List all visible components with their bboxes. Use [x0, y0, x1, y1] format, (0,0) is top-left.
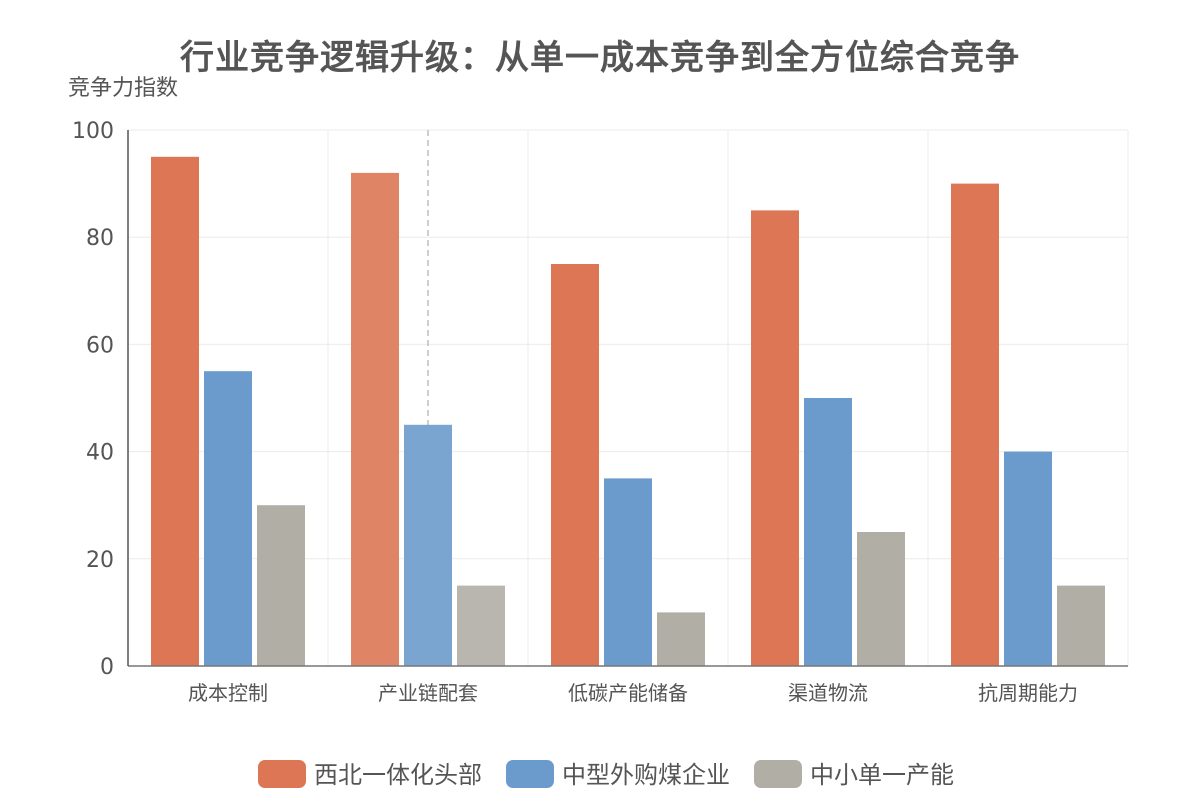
- legend-swatch: [506, 760, 554, 788]
- x-tick-label: 抗周期能力: [978, 681, 1078, 705]
- legend-item[interactable]: 中小单一产能: [754, 760, 954, 789]
- y-tick-label: 40: [86, 441, 114, 466]
- legend-label: 中型外购煤企业: [562, 761, 730, 789]
- x-tick-label: 渠道物流: [788, 681, 868, 705]
- bar-成本控制-中小单一产能[interactable]: [257, 505, 305, 666]
- bar-低碳产能储备-中小单一产能[interactable]: [657, 612, 705, 666]
- bar-渠道物流-中小单一产能[interactable]: [857, 532, 905, 666]
- bar-渠道物流-中型外购煤企业[interactable]: [804, 398, 852, 666]
- bar-抗周期能力-中型外购煤企业[interactable]: [1004, 451, 1052, 666]
- chart-title: 行业竞争逻辑升级：从单一成本竞争到全方位综合竞争: [180, 38, 1020, 78]
- y-tick-label: 20: [86, 548, 114, 573]
- legend-item[interactable]: 中型外购煤企业: [506, 760, 730, 789]
- bar-低碳产能储备-西北一体化头部[interactable]: [551, 264, 599, 666]
- axes: 0 20 40 60 80 100 成本控制 产业链配套 低碳产能储备 渠道物流 抗周期能力: [72, 119, 1128, 705]
- legend-swatch: [258, 760, 306, 788]
- x-tick-label: 产业链配套: [378, 681, 478, 705]
- y-tick-label: 100: [72, 119, 114, 144]
- legend-item[interactable]: 西北一体化头部: [258, 760, 482, 789]
- x-tick-label: 低碳产能储备: [568, 681, 688, 705]
- x-tick-label: 成本控制: [188, 681, 268, 705]
- legend: 西北一体化头部 中型外购煤企业 中小单一产能: [258, 760, 954, 789]
- y-tick-label: 60: [86, 333, 114, 358]
- bar-抗周期能力-中小单一产能[interactable]: [1057, 585, 1105, 666]
- bar-成本控制-西北一体化头部[interactable]: [151, 156, 199, 667]
- bar-低碳产能储备-中型外购煤企业[interactable]: [604, 478, 652, 666]
- legend-label: 中小单一产能: [810, 761, 954, 789]
- y-tick-label: 0: [100, 655, 114, 680]
- bar-成本控制-中型外购煤企业[interactable]: [204, 371, 252, 666]
- bar-产业链配套-西北一体化头部[interactable]: [351, 172, 399, 666]
- y-tick-label: 80: [86, 226, 114, 251]
- bar-series-group: [151, 156, 1105, 667]
- bar-产业链配套-中型外购煤企业[interactable]: [404, 424, 452, 666]
- legend-swatch: [754, 760, 802, 788]
- y-axis-title: 竞争力指数: [68, 76, 178, 101]
- bar-渠道物流-西北一体化头部[interactable]: [751, 210, 799, 666]
- bar-产业链配套-中小单一产能[interactable]: [457, 585, 505, 666]
- legend-label: 西北一体化头部: [314, 761, 482, 789]
- bar-抗周期能力-西北一体化头部[interactable]: [951, 183, 999, 666]
